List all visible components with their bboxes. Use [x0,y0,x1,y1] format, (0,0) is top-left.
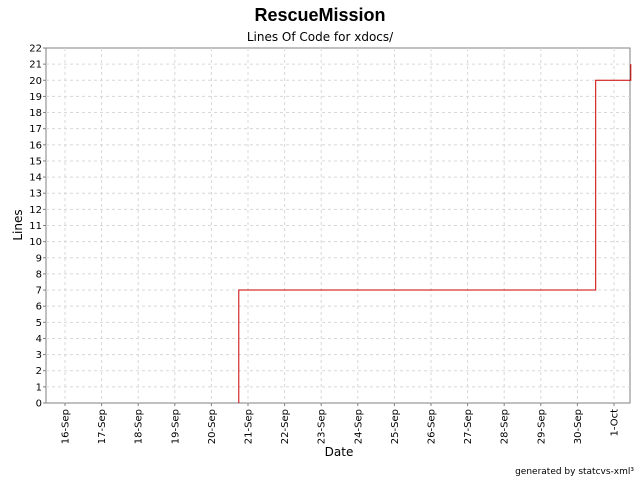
series-layer [238,64,632,403]
y-tick-label: 11 [29,221,42,232]
x-tick-label: 23-Sep [317,409,328,444]
y-tick-label: 13 [29,189,42,200]
y-tick-label: 22 [29,44,42,55]
y-axis-label: Lines [11,209,25,240]
x-tick-label: 30-Sep [573,409,584,444]
chart-title: RescueMission [254,5,385,25]
y-tick-label: 1 [36,382,42,393]
x-tick-label: 1-Oct [610,409,621,437]
y-tick-label: 3 [36,350,42,361]
x-tick-label: 19-Sep [170,409,181,444]
y-tick-label: 12 [29,205,42,216]
x-tick-label: 20-Sep [207,409,218,444]
y-tick-label: 20 [29,76,42,87]
y-tick-label: 6 [36,302,42,313]
x-tick-label: 26-Sep [427,409,438,444]
x-tick-label: 22-Sep [280,409,291,444]
y-tick-label: 19 [29,92,42,103]
gridlines [46,48,630,403]
y-tick-label: 5 [36,318,42,329]
y-tick-label: 21 [29,60,42,71]
plot-area [45,47,631,404]
x-tick-label: 29-Sep [536,409,547,444]
y-tick-label: 7 [36,286,42,297]
x-tick-label: 18-Sep [134,409,145,444]
x-tick-label: 24-Sep [353,409,364,444]
y-tick-label: 18 [29,108,42,119]
y-tick-label: 8 [36,269,42,280]
x-tick-label: 25-Sep [390,409,401,444]
y-tick-label: 0 [36,399,42,410]
x-tick-label: 21-Sep [244,409,255,444]
chart-subtitle: Lines Of Code for xdocs/ [247,30,394,44]
x-tick-label: 27-Sep [463,409,474,444]
y-tick-label: 15 [29,156,42,167]
x-tick-label: 16-Sep [61,409,72,444]
x-tick-label: 28-Sep [500,409,511,444]
footer-credit: generated by statcvs-xml³ [515,467,634,477]
y-tick-label: 4 [36,334,42,345]
y-tick-label: 10 [29,237,42,248]
x-axis-label: Date [325,445,354,459]
y-tick-label: 2 [36,366,42,377]
y-tick-label: 9 [36,253,42,264]
y-tick-label: 16 [29,140,42,151]
y-tick-label: 17 [29,124,42,135]
y-tick-label: 14 [29,173,42,184]
x-tick-label: 17-Sep [97,409,108,444]
x-axis-ticks: 16-Sep 17-Sep 18-Sep 19-Sep 20-Sep 21-Sep 22-S… [61,403,621,444]
series-line [238,64,632,403]
